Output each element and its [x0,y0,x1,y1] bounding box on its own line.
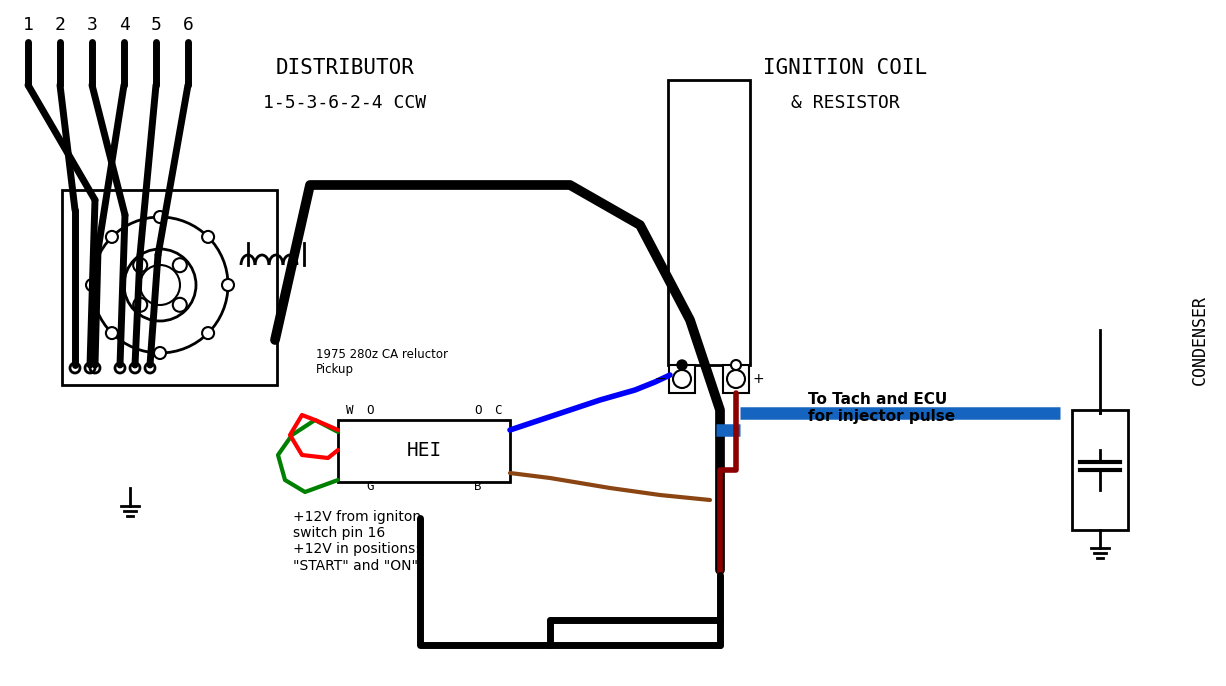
Text: O: O [367,404,374,417]
Text: O: O [474,404,482,417]
Bar [338,420,510,482]
Text: DISTRIBUTOR: DISTRIBUTOR [276,58,414,78]
Text: 4: 4 [119,16,130,34]
Text: 6: 6 [183,16,194,34]
Text: To Tach and ECU
for injector pulse: To Tach and ECU for injector pulse [808,392,955,424]
Circle shape [202,327,215,339]
Text: 2: 2 [55,16,65,34]
Text: C: C [494,404,501,417]
Text: +12V from igniton
switch pin 16
+12V in positions:
"START" and "ON": +12V from igniton switch pin 16 +12V in … [293,510,421,573]
Circle shape [86,279,98,291]
Text: CONDENSER: CONDENSER [1190,295,1209,385]
Circle shape [154,347,166,359]
Text: 1-5-3-6-2-4 CCW: 1-5-3-6-2-4 CCW [264,94,427,112]
Text: HEI: HEI [406,442,441,460]
Circle shape [222,279,234,291]
Circle shape [105,327,118,339]
Bar [723,365,749,393]
Circle shape [105,231,118,243]
Text: 3: 3 [87,16,97,34]
Text: 1975 280z CA reluctor
Pickup: 1975 280z CA reluctor Pickup [316,348,447,376]
Text: B: B [474,480,482,493]
Text: G: G [367,480,374,493]
Text: IGNITION COIL: IGNITION COIL [763,58,927,78]
Circle shape [202,231,215,243]
Text: 5: 5 [151,16,162,34]
Text: & RESISTOR: & RESISTOR [791,94,900,112]
Bar [1072,410,1128,530]
Text: 1: 1 [22,16,33,34]
Circle shape [154,211,166,223]
Text: +: + [753,372,764,386]
Bar [668,80,750,365]
Text: W: W [346,404,354,417]
Text: −: − [655,372,666,386]
Circle shape [731,360,741,370]
Bar [63,190,277,385]
Bar [669,365,695,393]
Circle shape [677,360,687,370]
